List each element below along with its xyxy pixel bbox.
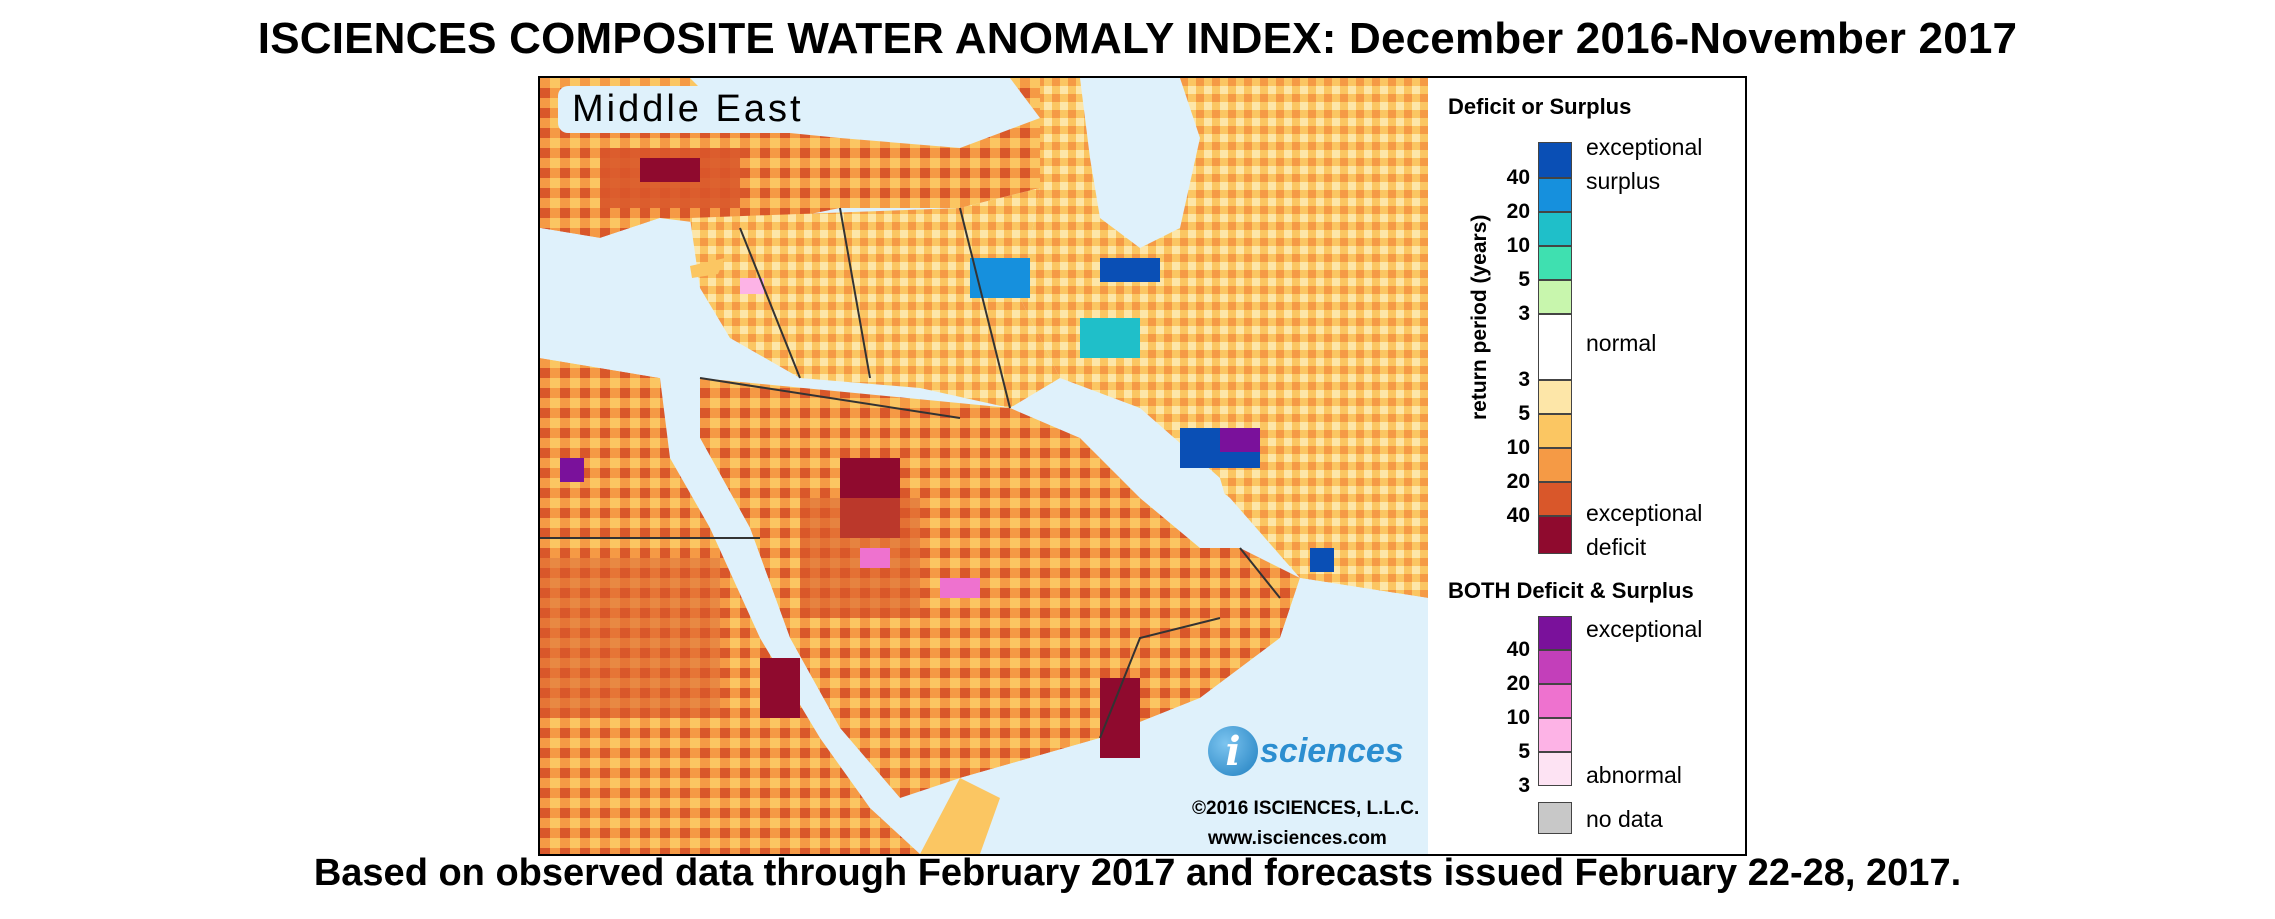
tick-surplus-3: 3 (1518, 302, 1530, 325)
legend-heading-deficit-surplus: Deficit or Surplus (1448, 94, 1632, 119)
legend-heading-both: BOTH Deficit & Surplus (1448, 578, 1694, 603)
logo-text: sciences (1260, 731, 1404, 770)
patch-africa-exceptional (760, 658, 800, 718)
cyprus (690, 258, 725, 278)
patch-both-2 (940, 578, 980, 598)
label-both-abnormal: abnormal (1586, 762, 1682, 788)
mediterranean-sea (540, 218, 700, 378)
legend: Deficit or Surplus return period (years)… (1428, 78, 1745, 854)
tick-surplus-10: 10 (1506, 234, 1530, 257)
patch-iraq-surplus (970, 258, 1030, 298)
swatch-deficit-10 (1538, 448, 1572, 482)
tick-both-20: 20 (1506, 672, 1530, 695)
swatch-surplus-20 (1538, 212, 1572, 246)
swatch-deficit-5 (1538, 414, 1572, 448)
tick-both-5: 5 (1518, 740, 1530, 763)
patch-both-5 (560, 458, 584, 482)
region-label: Middle East (558, 86, 818, 133)
map-frame: Middle East i sciences ©2016 ISCIENCES, … (538, 76, 1747, 856)
tick-surplus-5: 5 (1518, 268, 1530, 291)
label-exceptional-deficit: exceptional deficit (1586, 500, 1703, 560)
isciences-logo: i sciences (1208, 726, 1404, 776)
tick-deficit-10: 10 (1506, 436, 1530, 459)
swatch-both-20 (1538, 684, 1572, 718)
swatch-surplus-5 (1538, 280, 1572, 314)
tick-both-3: 3 (1518, 774, 1530, 797)
caspian-sea (1080, 78, 1200, 248)
both-patches (560, 278, 1260, 598)
map-title: ISCIENCES COMPOSITE WATER ANOMALY INDEX:… (257, 14, 2018, 63)
tick-deficit-3: 3 (1518, 368, 1530, 391)
swatch-surplus-40 (1538, 178, 1572, 212)
tick-both-10: 10 (1506, 706, 1530, 729)
patch-turkey-exceptional (640, 158, 700, 182)
arabian-sea (920, 578, 1428, 854)
tick-deficit-20: 20 (1506, 470, 1530, 493)
land-africa (540, 358, 920, 854)
patch-both-1 (860, 548, 890, 568)
country-borders (540, 207, 1281, 739)
website-link: www.isciences.com (1208, 828, 1387, 849)
swatch-deficit-exceptional (1538, 516, 1572, 554)
tick-surplus-20: 20 (1506, 200, 1530, 223)
land-levant (690, 188, 1060, 408)
tick-deficit-5: 5 (1518, 402, 1530, 425)
swatch-normal (1538, 314, 1572, 380)
swatch-surplus-exceptional (1538, 142, 1572, 178)
deficit-patches (540, 148, 1140, 758)
land-horn (920, 778, 1000, 854)
swatch-both-5 (1538, 752, 1572, 786)
swatch-surplus-10 (1538, 246, 1572, 280)
patch-both-4 (740, 278, 764, 294)
patch-oman-surplus (1310, 548, 1334, 572)
swatch-no-data (1538, 802, 1572, 834)
label-exceptional-surplus: exceptional surplus (1586, 134, 1703, 194)
red-sea (660, 378, 900, 808)
label-no-data: no data (1586, 806, 1663, 832)
swatch-deficit-20 (1538, 482, 1572, 516)
swatch-both-exceptional (1538, 616, 1572, 650)
patch-iran-surplus (1080, 318, 1140, 358)
swatch-both-10 (1538, 718, 1572, 752)
tick-deficit-40: 40 (1506, 504, 1530, 527)
map-subtitle: Based on observed data through February … (313, 852, 1962, 894)
swatch-both-40 (1538, 650, 1572, 684)
label-normal: normal (1586, 330, 1657, 356)
persian-gulf (1040, 378, 1240, 548)
logo-circle-icon: i (1208, 726, 1258, 776)
tick-both-40: 40 (1506, 638, 1530, 661)
patch-yemen-exceptional (1100, 678, 1140, 758)
label-both-exceptional: exceptional (1586, 616, 1703, 642)
patch-africa-deficit (540, 558, 720, 718)
swatch-deficit-3 (1538, 380, 1572, 414)
copyright: ©2016 ISCIENCES, L.L.C. (1192, 798, 1420, 819)
tick-surplus-40: 40 (1506, 166, 1530, 189)
patch-caspian-surplus (1100, 258, 1160, 282)
patch-both-3 (1220, 428, 1260, 452)
